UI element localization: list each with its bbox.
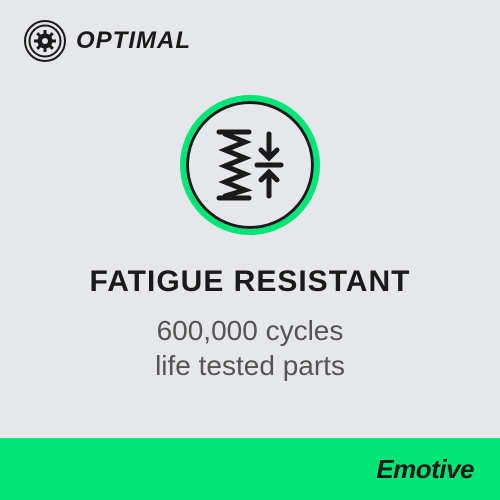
spring-compression-icon <box>211 126 289 204</box>
gear-badge-icon <box>24 20 66 62</box>
brand-name: OPTIMAL <box>76 27 191 55</box>
feature-subline: 600,000 cycles life tested parts <box>155 313 345 383</box>
feature-block: FATIGUE RESISTANT 600,000 cycles life te… <box>0 95 500 383</box>
brand-header: OPTIMAL <box>24 20 191 62</box>
footer-bar: Emotive <box>0 438 500 500</box>
footer-brand: Emotive <box>376 454 474 485</box>
feature-headline: FATIGUE RESISTANT <box>90 265 411 299</box>
feature-icon-circle <box>180 95 320 235</box>
